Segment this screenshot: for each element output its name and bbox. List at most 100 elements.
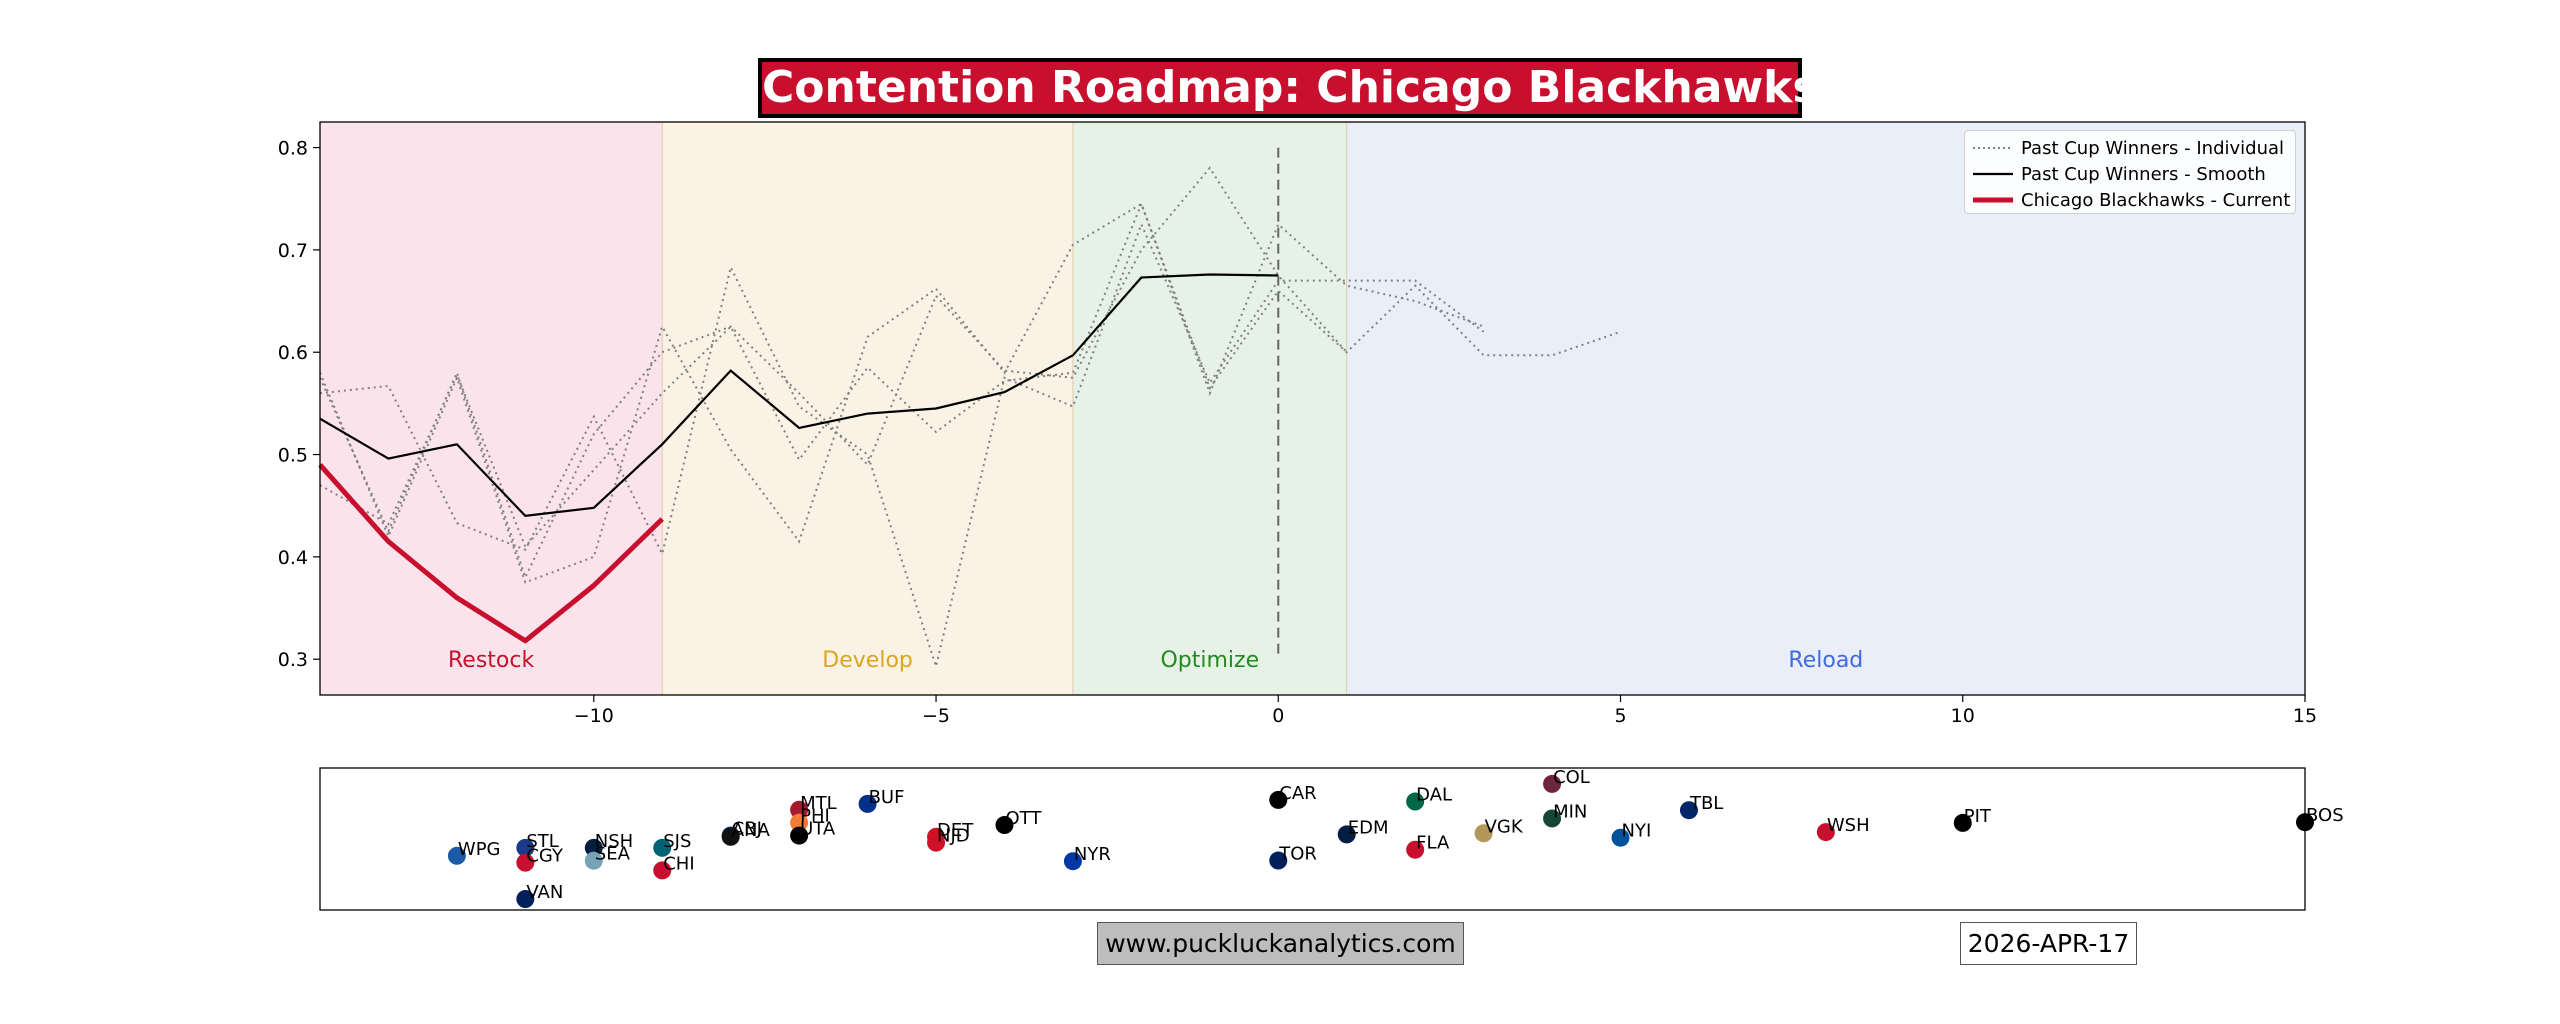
x-tick-label: −10 (574, 705, 614, 727)
chart-title: Contention Roadmap: Chicago Blackhawks (758, 58, 1819, 118)
team-label: DET (937, 820, 974, 841)
phase-zones (320, 122, 2305, 695)
current-line-group (318, 463, 664, 644)
team-label: BUF (869, 787, 905, 808)
zone-label-restock: Restock (448, 648, 534, 673)
y-tick-label: 0.6 (278, 342, 308, 364)
team-label: NJD (937, 826, 970, 847)
team-marker (1406, 792, 1425, 811)
legend-swatch-dotted (1973, 147, 2013, 149)
team-marker (995, 816, 1014, 835)
x-axis: −10 −5 0 5 10 15 (574, 695, 2317, 727)
main-plot-frame (319, 121, 2306, 696)
team-marker (1543, 809, 1562, 828)
x-tick-label: 5 (1614, 705, 1626, 727)
team-label: ANA (732, 820, 771, 841)
team-marker (1063, 852, 1082, 871)
team-label: WPG (458, 839, 501, 860)
team-marker (1269, 790, 1288, 809)
y-axis: 0.3 0.4 0.5 0.6 0.7 0.8 (278, 138, 320, 671)
team-marker (1611, 828, 1630, 847)
team-label: NYR (1074, 844, 1111, 865)
team-marker (790, 800, 809, 819)
individual-lines (319, 166, 1621, 671)
team-label: NYI (1622, 821, 1652, 842)
team-label: PIT (1964, 806, 1992, 827)
team-marker (584, 851, 603, 870)
y-tick-label: 0.5 (278, 445, 308, 467)
team-label: VGK (1485, 816, 1524, 837)
x-tick-label: 15 (2293, 705, 2317, 727)
team-marker (721, 827, 740, 846)
team-marker (1474, 824, 1493, 843)
legend-item-current: Chicago Blackhawks - Current (1965, 188, 2295, 214)
team-marker (1337, 825, 1356, 844)
team-label: MIN (1553, 801, 1587, 822)
team-marker (1543, 774, 1562, 793)
team-marker (790, 813, 809, 832)
website-label: www.puckluckanalytics.com (1097, 922, 1464, 965)
legend-item-individual: Past Cup Winners - Individual (1965, 136, 2295, 162)
team-label: SJS (663, 831, 691, 852)
legend-label: Chicago Blackhawks - Current (2021, 190, 2291, 211)
team-marker (516, 853, 535, 872)
y-tick-label: 0.3 (278, 649, 308, 671)
team-marker (516, 890, 535, 909)
team-marker (653, 838, 672, 857)
team-label: STL (526, 831, 558, 852)
x-tick-label: −5 (922, 705, 950, 727)
team-marker (2296, 813, 2314, 832)
zone-label-reload: Reload (1788, 648, 1863, 673)
y-tick-label: 0.8 (278, 138, 308, 160)
team-label: CAR (1279, 783, 1316, 804)
zone-optimize (1072, 122, 1347, 695)
team-label: MTL (800, 793, 837, 814)
team-marker (1816, 823, 1835, 842)
team-label: EDM (1348, 817, 1389, 838)
team-label: COL (1553, 767, 1590, 788)
team-label: CGY (526, 846, 564, 867)
team-marker (516, 838, 535, 857)
y-tick-label: 0.4 (278, 547, 308, 569)
legend-swatch-thick (1973, 197, 2013, 203)
zone-label-develop: Develop (822, 648, 913, 673)
legend-label: Past Cup Winners - Smooth (2021, 164, 2266, 185)
team-label: CHI (663, 853, 694, 874)
team-marker (1679, 801, 1698, 820)
team-marker (1406, 840, 1425, 859)
team-label: SEA (595, 844, 631, 865)
team-label: DAL (1416, 785, 1452, 806)
legend-swatch-solid (1973, 172, 2013, 176)
team-label: WSH (1827, 815, 1870, 836)
zone-reload (1346, 122, 2305, 695)
team-label: TBL (1689, 793, 1723, 814)
smooth-winners-line (319, 273, 1279, 518)
team-marker (447, 846, 466, 865)
team-label: BOS (2306, 805, 2344, 826)
legend-item-smooth: Past Cup Winners - Smooth (1965, 162, 2295, 188)
team-positions: WPG STLCGYVANNSHSEASJSCHICBJANAMTLPHIUTAB… (447, 767, 2344, 909)
zone-labels: Restock Develop Optimize Reload (448, 648, 1863, 673)
team-label: TOR (1278, 844, 1317, 865)
team-label: PHI (800, 806, 830, 827)
team-strip-frame (319, 767, 2306, 911)
team-marker (584, 838, 603, 857)
team-marker (790, 826, 809, 845)
y-tick-label: 0.7 (278, 240, 308, 262)
team-label: VAN (526, 882, 563, 903)
team-marker (1953, 813, 1972, 832)
team-label: UTA (800, 819, 836, 840)
team-marker (1269, 851, 1288, 870)
team-marker (927, 833, 946, 852)
legend-label: Past Cup Winners - Individual (2021, 138, 2285, 159)
team-marker (858, 794, 877, 813)
zone-develop (662, 122, 1073, 695)
x-tick-label: 10 (1951, 705, 1975, 727)
team-label: OTT (1005, 808, 1042, 829)
individual-winner-line (319, 201, 1621, 549)
chart-legend: Past Cup Winners - Individual Past Cup W… (1964, 130, 2296, 214)
current-team-line (318, 463, 664, 644)
smooth-line-group (319, 273, 1279, 518)
zone-label-optimize: Optimize (1160, 648, 1259, 673)
